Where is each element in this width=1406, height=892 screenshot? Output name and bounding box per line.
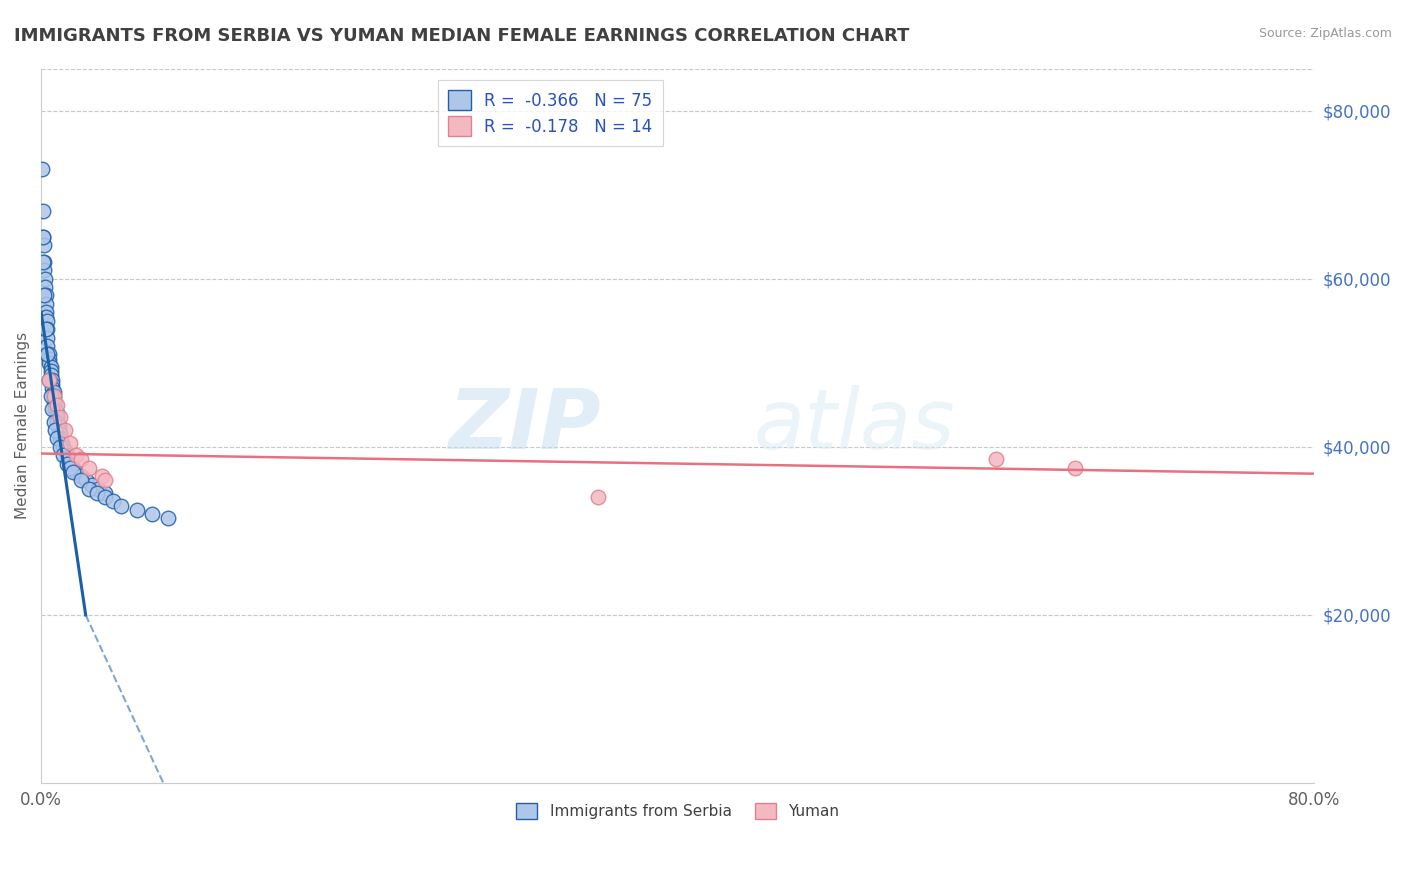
Point — [53, 423, 76, 437]
Point — [52, 448, 75, 462]
Point — [59, 460, 82, 475]
Point — [42, 393, 65, 408]
Point — [87, 482, 110, 496]
Point — [46, 398, 69, 412]
Text: Source: ZipAtlas.com: Source: ZipAtlas.com — [1258, 27, 1392, 40]
Y-axis label: Median Female Earnings: Median Female Earnings — [15, 332, 30, 519]
Point — [59, 457, 82, 471]
Point — [34, 263, 56, 277]
Point — [55, 457, 77, 471]
Point — [86, 486, 108, 500]
Point — [42, 385, 65, 400]
Point — [39, 389, 62, 403]
Point — [39, 359, 62, 374]
Point — [90, 469, 112, 483]
Point — [38, 373, 60, 387]
Point — [49, 440, 72, 454]
Point — [42, 415, 65, 429]
Point — [77, 460, 100, 475]
Point — [38, 347, 60, 361]
Point — [586, 490, 609, 504]
Point — [39, 368, 62, 383]
Point — [31, 162, 53, 177]
Point — [62, 465, 84, 479]
Point — [46, 431, 69, 445]
Point — [35, 322, 58, 336]
Point — [37, 314, 59, 328]
Point — [101, 494, 124, 508]
Point — [44, 423, 66, 437]
Point — [48, 423, 70, 437]
Point — [44, 398, 66, 412]
Point — [32, 204, 55, 219]
Point — [70, 452, 93, 467]
Point — [37, 322, 59, 336]
Point — [34, 288, 56, 302]
Point — [39, 364, 62, 378]
Point — [32, 238, 55, 252]
Point — [125, 503, 148, 517]
Point — [34, 255, 56, 269]
Point — [56, 452, 79, 467]
Point — [75, 474, 97, 488]
Point — [65, 465, 87, 479]
Point — [35, 305, 58, 319]
Point — [31, 229, 53, 244]
Point — [984, 452, 1007, 467]
Point — [49, 410, 72, 425]
Point — [46, 410, 69, 425]
Point — [41, 401, 63, 416]
Point — [94, 490, 117, 504]
Point — [55, 448, 77, 462]
Point — [49, 427, 72, 442]
Point — [46, 415, 69, 429]
Point — [41, 376, 63, 391]
Point — [53, 444, 76, 458]
Text: atlas: atlas — [754, 385, 956, 467]
Point — [37, 330, 59, 344]
Text: IMMIGRANTS FROM SERBIA VS YUMAN MEDIAN FEMALE EARNINGS CORRELATION CHART: IMMIGRANTS FROM SERBIA VS YUMAN MEDIAN F… — [14, 27, 910, 45]
Point — [1064, 460, 1087, 475]
Point — [38, 356, 60, 370]
Point — [41, 381, 63, 395]
Point — [44, 401, 66, 416]
Point — [70, 474, 93, 488]
Point — [41, 373, 63, 387]
Point — [157, 511, 180, 525]
Point — [38, 351, 60, 366]
Point — [94, 474, 117, 488]
Point — [51, 435, 73, 450]
Point — [35, 310, 58, 324]
Point — [35, 288, 58, 302]
Point — [70, 469, 93, 483]
Point — [48, 418, 70, 433]
Point — [34, 280, 56, 294]
Point — [37, 339, 59, 353]
Point — [38, 373, 60, 387]
Point — [80, 477, 103, 491]
Point — [52, 440, 75, 454]
Point — [34, 271, 56, 285]
Point — [59, 435, 82, 450]
Point — [49, 431, 72, 445]
Point — [42, 389, 65, 403]
Point — [62, 460, 84, 475]
Point — [94, 486, 117, 500]
Point — [37, 347, 59, 361]
Point — [32, 255, 55, 269]
Point — [77, 482, 100, 496]
Point — [32, 229, 55, 244]
Text: ZIP: ZIP — [449, 385, 602, 467]
Point — [42, 389, 65, 403]
Legend: Immigrants from Serbia, Yuman: Immigrants from Serbia, Yuman — [510, 797, 845, 825]
Point — [35, 297, 58, 311]
Point — [110, 499, 132, 513]
Point — [141, 507, 163, 521]
Point — [65, 448, 87, 462]
Point — [46, 406, 69, 420]
